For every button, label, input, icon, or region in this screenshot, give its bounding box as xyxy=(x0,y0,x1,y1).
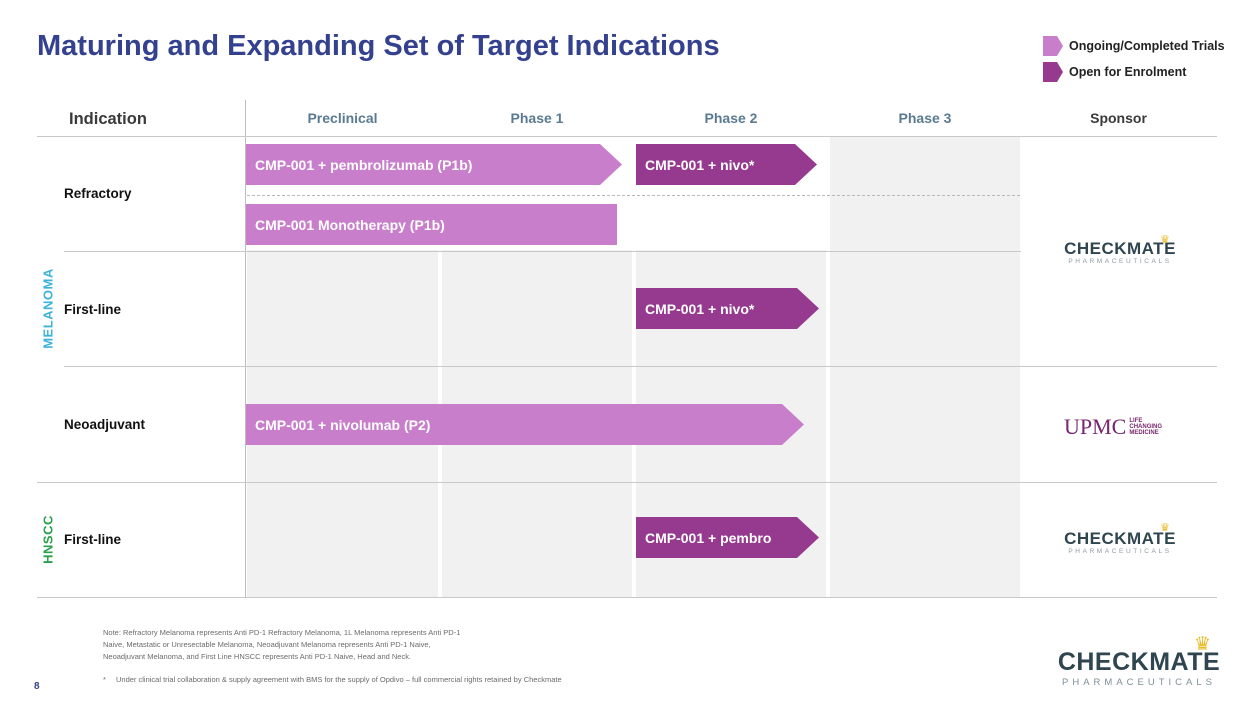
sponsor-subtitle: PHARMACEUTICALS xyxy=(1068,548,1172,555)
sponsor-name: CHECKMATE xyxy=(1064,529,1176,548)
header-indication: Indication xyxy=(69,110,147,128)
crown-icon: ♛ xyxy=(1194,634,1212,655)
bar-label: CMP-001 Monotherapy (P1b) xyxy=(255,216,445,233)
row-rule-3 xyxy=(37,482,1217,483)
group-label-hnscc: HNSCC xyxy=(40,515,56,564)
footer-note-line-1: Note: Refractory Melanoma represents Ant… xyxy=(103,628,461,637)
crown-icon: ♛ xyxy=(1160,234,1170,246)
legend-swatch-open xyxy=(1043,62,1063,82)
legend-swatch-ongoing xyxy=(1043,36,1063,56)
upmc-tag-medicine: MEDICINE xyxy=(1129,430,1159,437)
group-label-melanoma: MELANOMA xyxy=(40,268,56,349)
row-label-refractory: Refractory xyxy=(64,186,132,201)
refractory-phase3-bg xyxy=(830,137,1020,250)
sponsor-subtitle: PHARMACEUTICALS xyxy=(1068,258,1172,265)
row-label-neoadjuvant: Neoadjuvant xyxy=(64,417,146,432)
sponsor-logo-checkmate-melanoma: ♛ CHECKMATE PHARMACEUTICALS xyxy=(1058,235,1182,266)
upmc-tag-changing: CHANGING xyxy=(1129,423,1163,430)
bar-label: CMP-001 + pembrolizumab (P1b) xyxy=(255,156,473,173)
bar-label: CMP-001 + nivo* xyxy=(645,156,755,173)
upmc-wordmark: UPMC xyxy=(1064,414,1127,439)
row-rule-1 xyxy=(64,251,1021,252)
table-bottom-rule xyxy=(37,597,1217,598)
upmc-tagline: LIFE CHANGING MEDICINE xyxy=(1129,418,1162,437)
row-label-melanoma-first-line: First-line xyxy=(64,302,122,317)
upmc-tag-life: LIFE xyxy=(1129,417,1143,424)
row-label-hnscc-first-line: First-line xyxy=(64,532,122,547)
header-phase3: Phase 3 xyxy=(898,110,952,126)
page-title: Maturing and Expanding Set of Target Ind… xyxy=(37,30,720,62)
bar-label: CMP-001 + nivo* xyxy=(645,300,755,317)
bar-neoadjuvant-nivolumab: CMP-001 + nivolumab (P2) xyxy=(246,404,804,445)
footer-note: Note: Refractory Melanoma represents Ant… xyxy=(103,627,460,663)
legend-label-ongoing: Ongoing/Completed Trials xyxy=(1069,39,1225,53)
legend-label-open: Open for Enrolment xyxy=(1069,65,1187,79)
sponsor-name: CHECKMATE xyxy=(1064,239,1176,258)
indication-divider xyxy=(245,100,246,598)
row-rule-2 xyxy=(64,366,1217,367)
crown-icon: ♛ xyxy=(1160,522,1170,534)
brand-subtitle: PHARMACEUTICALS xyxy=(1062,677,1216,688)
bar-refractory-monotherapy: CMP-001 Monotherapy (P1b) xyxy=(246,204,617,245)
sponsor-logo-upmc: UPMC LIFE CHANGING MEDICINE xyxy=(1064,416,1162,438)
header-sponsor: Sponsor xyxy=(1090,110,1147,126)
brand-logo: ♛ CHECKMATE PHARMACEUTICALS xyxy=(1044,635,1234,688)
footer-note-line-3: Neoadjuvant Melanoma, and First Line HNS… xyxy=(103,652,412,661)
sponsor-logo-checkmate-hnscc: ♛ CHECKMATE PHARMACEUTICALS xyxy=(1058,523,1182,556)
page-number: 8 xyxy=(34,681,40,692)
asterisk-mark: * xyxy=(103,675,106,684)
legend-open: Open for Enrolment xyxy=(1043,62,1186,82)
bar-first-line-nivo: CMP-001 + nivo* xyxy=(636,288,819,329)
legend-ongoing: Ongoing/Completed Trials xyxy=(1043,36,1225,56)
footer-note-line-2: Naive, Metastatic or Unresectable Melano… xyxy=(103,640,431,649)
header-phase2: Phase 2 xyxy=(704,110,758,126)
bar-hnscc-pembro: CMP-001 + pembro xyxy=(636,517,819,558)
bar-label: CMP-001 + nivolumab (P2) xyxy=(255,416,431,433)
bar-refractory-pembrolizumab: CMP-001 + pembrolizumab (P1b) xyxy=(246,144,622,185)
header-preclinical: Preclinical xyxy=(307,110,378,126)
bar-label: CMP-001 + pembro xyxy=(645,529,772,546)
footer-asterisk-note: * Under clinical trial collaboration & s… xyxy=(103,674,562,686)
refractory-dashed-divider xyxy=(247,195,1020,196)
header-rule xyxy=(37,136,1217,137)
brand-name: CHECKMATE xyxy=(1057,648,1221,676)
asterisk-text: Under clinical trial collaboration & sup… xyxy=(116,675,562,684)
header-phase1: Phase 1 xyxy=(510,110,564,126)
bar-refractory-nivo: CMP-001 + nivo* xyxy=(636,144,817,185)
